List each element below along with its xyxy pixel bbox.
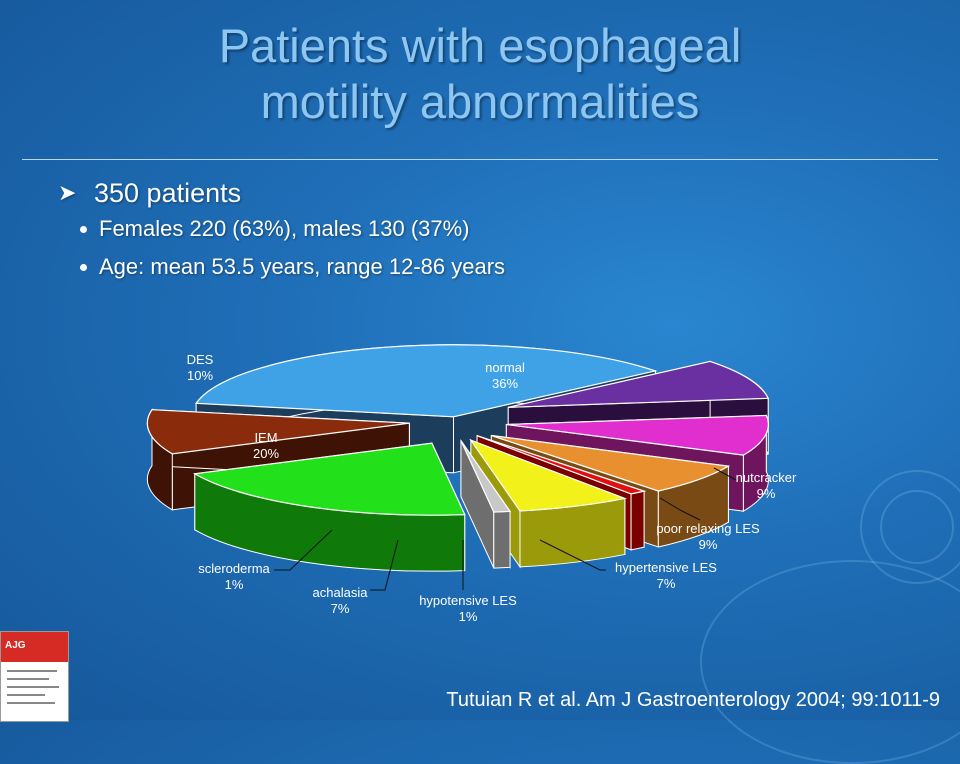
slice-label-poor-relaxing-les: poor relaxing LES	[656, 521, 760, 536]
slice-label-hypotensive-les: hypotensive LES	[419, 593, 517, 608]
journal-cover-thumbnail: AJG	[0, 631, 69, 722]
citation: Tutuian R et al. Am J Gastroenterology 2…	[446, 689, 940, 711]
leader-line-achalasia	[370, 539, 399, 591]
pie-slice-poor-relaxing-les	[506, 414, 769, 456]
bullet-main: ➤ 350 patients	[58, 176, 505, 210]
bullet-sub-text: Age: mean 53.5 years, range 12-86 years	[99, 254, 506, 279]
slice-value-label-hypertensive-les: 7%	[657, 576, 676, 591]
bullet-main-text: 350 patients	[94, 177, 242, 208]
pie-slice-normal	[195, 344, 658, 418]
pie-slice-nutcracker	[508, 360, 770, 408]
pie-slice-hypertensive-les	[491, 434, 731, 492]
bullet-list: ➤ 350 patients Females 220 (63%), males …	[58, 176, 505, 286]
slide-title-line-1: Patients with esophageal	[218, 19, 742, 72]
title-divider	[22, 159, 938, 160]
pie-slice-side-scleroderma	[493, 510, 511, 569]
pie-slice-scleroderma	[460, 440, 512, 513]
pie-slice-hypotensive-les	[476, 435, 647, 495]
slice-label-des: DES	[187, 352, 214, 367]
slice-value-label-scleroderma: 1%	[225, 577, 244, 592]
dot-bullet-icon	[80, 263, 87, 271]
slice-value-label-iem: 20%	[253, 446, 279, 461]
pie-slice-des	[146, 409, 410, 455]
leader-line-scleroderma	[274, 529, 333, 571]
dot-bullet-icon	[80, 225, 87, 233]
slice-label-hypertensive-les: hypertensive LES	[615, 560, 717, 575]
leader-line-poor-relaxing-les	[659, 497, 701, 521]
pie-slice-side-hypotensive-les	[630, 490, 645, 551]
leader-line-hypertensive-les	[539, 539, 606, 571]
arrow-bullet-icon: ➤	[58, 180, 77, 205]
pie-slice-achalasia	[469, 438, 628, 512]
slide-title: Patients with esophageal motility abnorm…	[0, 18, 960, 130]
slice-value-label-normal: 36%	[492, 376, 518, 391]
slice-value-label-des: 10%	[187, 368, 213, 383]
slice-label-scleroderma: scleroderma	[198, 561, 270, 576]
bullet-sub-2: Age: mean 53.5 years, range 12-86 years	[80, 248, 505, 286]
slice-value-label-poor-relaxing-les: 9%	[699, 537, 718, 552]
slice-label-achalasia: achalasia	[313, 585, 369, 600]
slice-label-nutcracker: nutcracker	[736, 470, 797, 485]
slice-label-iem: IEM	[254, 430, 277, 445]
leader-line-nutcracker	[713, 467, 737, 481]
bullet-sub-1: Females 220 (63%), males 130 (37%)	[80, 210, 505, 248]
slice-value-label-nutcracker: 9%	[757, 486, 776, 501]
slice-value-label-hypotensive-les: 1%	[459, 609, 478, 624]
bullet-sub-text: Females 220 (63%), males 130 (37%)	[99, 216, 470, 241]
slice-value-label-achalasia: 7%	[331, 601, 350, 616]
slice-label-normal: normal	[485, 360, 525, 375]
pie-slice-iem	[192, 442, 466, 516]
slide-title-line-2: motility abnormalities	[260, 75, 700, 128]
